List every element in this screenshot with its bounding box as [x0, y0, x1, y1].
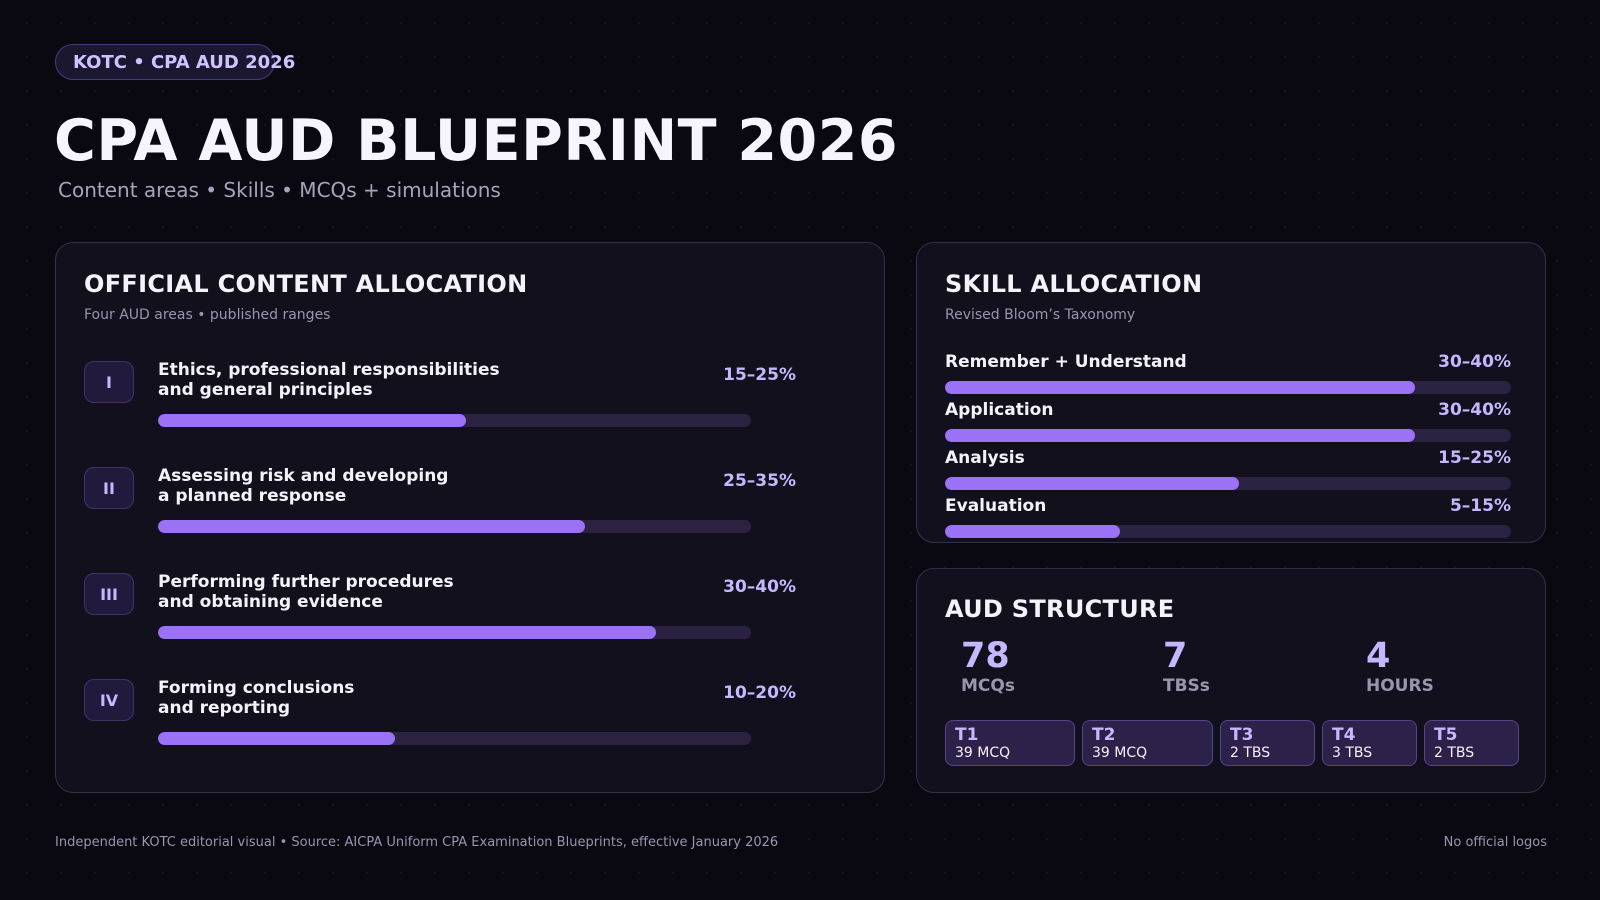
skill-bar-track [945, 477, 1511, 490]
testlet-name: T2 [1092, 725, 1116, 745]
stat-label: MCQs [961, 676, 1015, 696]
area-name: Performing further procedures and obtain… [158, 572, 628, 612]
skill-name: Analysis [945, 448, 1025, 468]
testlet-detail: 2 TBS [1230, 745, 1271, 761]
area-bar-fill [158, 520, 585, 533]
testlet-card: T2 39 MCQ [1082, 720, 1213, 766]
skill-bar-fill [945, 429, 1415, 442]
content-area-row: III Performing further procedures and ob… [56, 572, 886, 673]
content-area-row: IV Forming conclusions and reporting 10–… [56, 678, 886, 779]
area-name-line: a planned response [158, 486, 347, 506]
testlet-name: T5 [1434, 725, 1458, 745]
stat-value: 4 [1366, 636, 1391, 676]
area-bar-track [158, 626, 751, 639]
area-range: 30–40% [723, 577, 796, 597]
testlet-detail: 2 TBS [1434, 745, 1475, 761]
area-name: Assessing risk and developing a planned … [158, 466, 628, 506]
area-bar-track [158, 732, 751, 745]
skill-name: Evaluation [945, 496, 1047, 516]
skill-bar-track [945, 429, 1511, 442]
skill-range: 15–25% [1438, 448, 1511, 468]
testlet-list: T1 39 MCQ T2 39 MCQ T3 2 TBS T4 3 TBS T5… [945, 720, 1519, 766]
area-range: 15–25% [723, 365, 796, 385]
area-bar-fill [158, 732, 396, 745]
page-subtitle: Content areas • Skills • MCQs + simulati… [58, 178, 501, 202]
area-name-line: Performing further procedures [158, 572, 454, 592]
skill-row: Evaluation 5–15% [945, 496, 1511, 542]
testlet-name: T3 [1230, 725, 1254, 745]
skill-bar-fill [945, 381, 1415, 394]
area-numeral: IV [84, 679, 134, 721]
area-name-line: Ethics, professional responsibilities [158, 360, 500, 380]
skill-allocation-subtitle: Revised Bloom’s Taxonomy [945, 307, 1136, 323]
content-allocation-subtitle: Four AUD areas • published ranges [84, 307, 331, 323]
skill-bar-fill [945, 477, 1240, 490]
skill-bar-track [945, 381, 1511, 394]
testlet-card: T5 2 TBS [1424, 720, 1519, 766]
skill-range: 30–40% [1438, 400, 1511, 420]
skill-row: Analysis 15–25% [945, 448, 1511, 494]
skill-row: Application 30–40% [945, 400, 1511, 446]
testlet-name: T4 [1332, 725, 1356, 745]
testlet-card: T1 39 MCQ [945, 720, 1075, 766]
area-bar-track [158, 520, 751, 533]
skill-range: 30–40% [1438, 352, 1511, 372]
structure-title: AUD STRUCTURE [945, 595, 1175, 623]
area-numeral: II [84, 467, 134, 509]
stat-tbss: 7 TBSs [1163, 637, 1210, 697]
skill-range: 5–15% [1449, 496, 1511, 516]
stat-value: 7 [1163, 636, 1188, 676]
stat-mcqs: 78 MCQs [961, 637, 1015, 697]
content-allocation-panel: OFFICIAL CONTENT ALLOCATION Four AUD are… [55, 242, 885, 793]
testlet-detail: 39 MCQ [955, 745, 1011, 761]
content-area-row: II Assessing risk and developing a plann… [56, 466, 886, 567]
content-allocation-title: OFFICIAL CONTENT ALLOCATION [84, 270, 528, 298]
area-bar-fill [158, 414, 467, 427]
area-bar-fill [158, 626, 657, 639]
testlet-card: T4 3 TBS [1322, 720, 1417, 766]
testlet-detail: 3 TBS [1332, 745, 1373, 761]
area-name-line: Assessing risk and developing [158, 466, 449, 486]
area-numeral: III [84, 573, 134, 615]
content-area-row: I Ethics, professional responsibilities … [56, 360, 886, 461]
page-title: CPA AUD BLUEPRINT 2026 [54, 108, 899, 174]
area-range: 25–35% [723, 471, 796, 491]
area-numeral: I [84, 361, 134, 403]
aud-structure-panel: AUD STRUCTURE 78 MCQs 7 TBSs 4 HOURS T1 … [916, 568, 1546, 793]
testlet-detail: 39 MCQ [1092, 745, 1148, 761]
footer-source: Independent KOTC editorial visual • Sour… [55, 835, 779, 850]
skill-row: Remember + Understand 30–40% [945, 352, 1511, 398]
area-name-line: and obtaining evidence [158, 592, 383, 612]
area-name-line: and general principles [158, 380, 373, 400]
area-bar-track [158, 414, 751, 427]
skill-allocation-title: SKILL ALLOCATION [945, 270, 1203, 298]
skill-bar-fill [945, 525, 1121, 538]
stat-label: TBSs [1163, 676, 1210, 696]
skill-name: Remember + Understand [945, 352, 1187, 372]
skill-name: Application [945, 400, 1054, 420]
area-name-line: Forming conclusions [158, 678, 355, 698]
stat-hours: 4 HOURS [1366, 637, 1434, 697]
skill-bar-track [945, 525, 1511, 538]
stat-value: 78 [961, 636, 1010, 676]
area-name: Forming conclusions and reporting [158, 678, 628, 718]
header-badge: KOTC • CPA AUD 2026 [55, 44, 295, 80]
area-name-line: and reporting [158, 698, 291, 718]
testlet-name: T1 [955, 725, 979, 745]
area-range: 10–20% [723, 683, 796, 703]
stat-label: HOURS [1366, 676, 1434, 696]
area-name: Ethics, professional responsibilities an… [158, 360, 628, 400]
skill-allocation-panel: SKILL ALLOCATION Revised Bloom’s Taxonom… [916, 242, 1546, 543]
testlet-card: T3 2 TBS [1220, 720, 1315, 766]
footer-note: No official logos [1443, 835, 1547, 850]
